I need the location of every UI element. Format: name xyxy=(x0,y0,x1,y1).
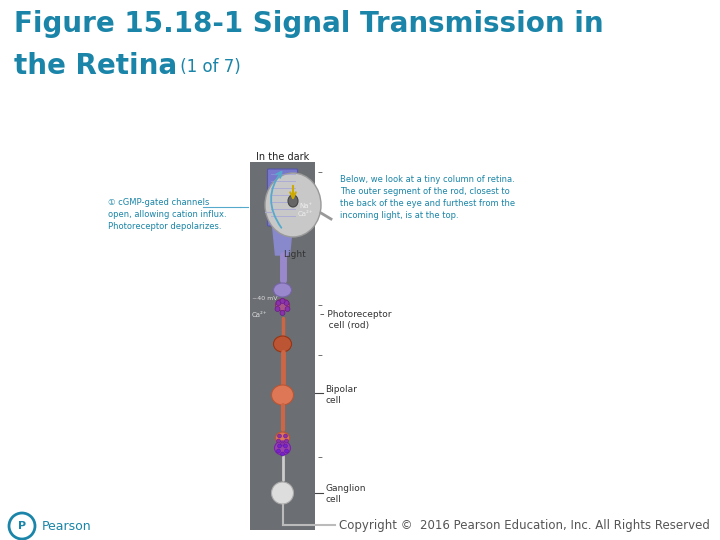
Ellipse shape xyxy=(276,299,289,311)
Circle shape xyxy=(284,434,287,438)
Circle shape xyxy=(284,439,289,443)
Text: the Retina: the Retina xyxy=(14,52,177,80)
Text: P: P xyxy=(18,521,26,531)
Ellipse shape xyxy=(265,173,321,237)
Text: Bipolar
cell: Bipolar cell xyxy=(325,385,357,405)
Ellipse shape xyxy=(271,385,294,405)
Circle shape xyxy=(284,444,287,448)
Circle shape xyxy=(281,442,284,446)
Text: Na⁺
Ca²⁺: Na⁺ Ca²⁺ xyxy=(297,204,313,217)
Circle shape xyxy=(284,449,289,453)
Ellipse shape xyxy=(274,283,292,297)
Circle shape xyxy=(277,434,282,438)
Text: Below, we look at a tiny column of retina.
The outer segment of the rod, closest: Below, we look at a tiny column of retin… xyxy=(340,175,515,220)
Circle shape xyxy=(276,300,281,306)
Circle shape xyxy=(276,449,281,453)
Text: Ganglion
cell: Ganglion cell xyxy=(325,484,366,504)
Ellipse shape xyxy=(288,195,298,207)
Circle shape xyxy=(285,307,290,312)
Circle shape xyxy=(275,307,280,312)
FancyBboxPatch shape xyxy=(268,169,297,226)
Text: (1 of 7): (1 of 7) xyxy=(175,58,240,76)
Ellipse shape xyxy=(271,482,294,504)
Text: –: – xyxy=(318,452,323,462)
Text: –: – xyxy=(318,300,323,310)
Circle shape xyxy=(280,310,285,315)
Polygon shape xyxy=(272,225,292,255)
Ellipse shape xyxy=(276,432,289,444)
Text: – Photoreceptor
   cell (rod): – Photoreceptor cell (rod) xyxy=(320,310,392,330)
Text: Figure 15.18-1 Signal Transmission in: Figure 15.18-1 Signal Transmission in xyxy=(14,10,603,38)
Text: ① cGMP-gated channels
open, allowing cation influx.
Photoreceptor depolarizes.: ① cGMP-gated channels open, allowing cat… xyxy=(108,198,227,231)
Circle shape xyxy=(281,452,284,456)
Circle shape xyxy=(280,299,285,303)
Text: Copyright ©  2016 Pearson Education, Inc. All Rights Reserved: Copyright © 2016 Pearson Education, Inc.… xyxy=(339,519,710,532)
Circle shape xyxy=(277,444,282,448)
Bar xyxy=(250,162,315,530)
Text: –: – xyxy=(318,167,323,177)
Text: –: – xyxy=(318,350,323,360)
Circle shape xyxy=(284,300,289,306)
Text: ~40 mV: ~40 mV xyxy=(252,295,277,300)
Ellipse shape xyxy=(274,336,292,352)
Text: In the dark: In the dark xyxy=(256,152,309,162)
Text: Pearson: Pearson xyxy=(42,519,91,532)
Text: Ca²⁺: Ca²⁺ xyxy=(252,312,268,318)
Circle shape xyxy=(276,439,281,443)
Ellipse shape xyxy=(274,441,290,455)
Text: Light: Light xyxy=(284,250,307,259)
